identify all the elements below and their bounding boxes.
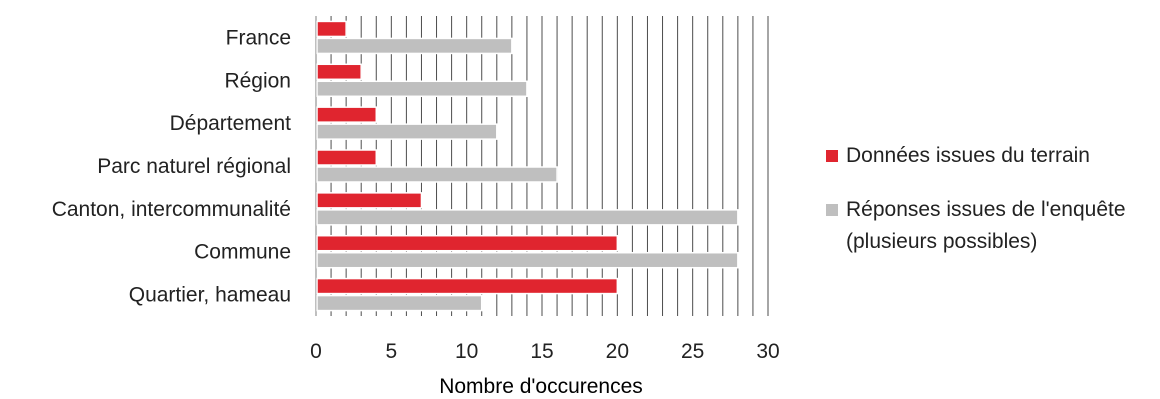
x-tick-label: 30: [756, 340, 779, 363]
bar-enquete: [316, 123, 498, 140]
bar-enquete: [316, 166, 558, 183]
bar-enquete: [316, 80, 528, 98]
bar-terrain: [316, 63, 362, 81]
bar-terrain: [316, 20, 347, 38]
x-axis-title: Nombre d'occurences: [439, 375, 643, 398]
category-label: Canton, intercommunalité: [52, 198, 291, 221]
x-tick-label: 25: [681, 340, 704, 363]
x-tick-label: 15: [530, 340, 553, 363]
legend-label: Données issues du terrain: [846, 144, 1090, 167]
bar-enquete: [316, 37, 513, 55]
bar-terrain: [316, 106, 378, 123]
x-tick-label: 20: [606, 340, 629, 363]
bar-terrain: [316, 149, 378, 166]
category-label: Parc naturel régional: [97, 155, 291, 178]
legend-item-enquete: Réponses issues de l'enquête (plusieurs …: [826, 194, 1156, 258]
bar-terrain: [316, 234, 619, 252]
legend-label: Réponses issues de l'enquête (plusieurs …: [846, 198, 1126, 253]
x-tick-labels: 0 5 10 15 20 25 30: [310, 340, 780, 363]
bar-terrain: [316, 277, 619, 295]
bar-terrain: [316, 192, 423, 209]
category-label: France: [226, 26, 291, 49]
bar-enquete: [316, 209, 739, 226]
category-label: Commune: [194, 241, 291, 264]
category-labels: France Région Département Parc naturel régi…: [52, 26, 291, 306]
legend-item-terrain: Données issues du terrain: [826, 140, 1156, 172]
legend: Données issues du terrain Réponses issue…: [826, 140, 1156, 280]
x-tick-label: 0: [310, 340, 322, 363]
legend-swatch-red: [826, 150, 838, 162]
gridlines: [315, 16, 769, 316]
category-label: Région: [224, 69, 291, 92]
category-label: Quartier, hameau: [129, 284, 291, 307]
x-tick-label: 5: [385, 340, 397, 363]
category-label: Département: [170, 112, 292, 135]
bar-enquete: [316, 294, 483, 312]
legend-swatch-gray: [826, 204, 838, 216]
x-tick-label: 10: [455, 340, 478, 363]
bar-enquete: [316, 251, 739, 269]
bars: [316, 20, 739, 312]
